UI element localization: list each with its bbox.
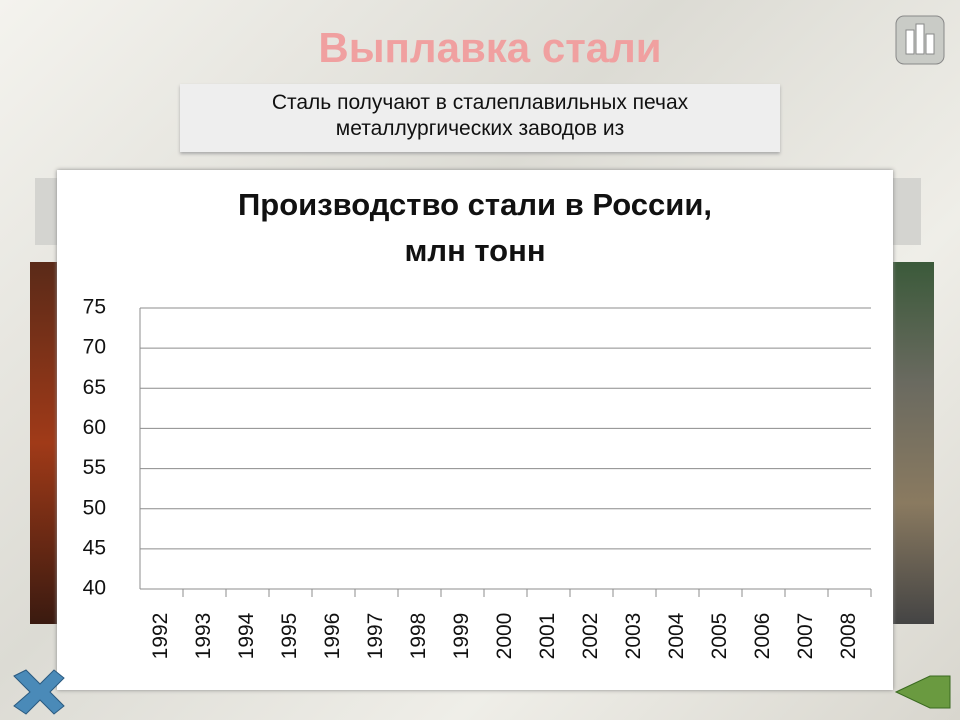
x-tick-label: 1996 (321, 613, 344, 660)
y-tick-label: 65 (83, 376, 106, 399)
y-tick-label: 40 (83, 577, 106, 600)
x-tick-label: 1995 (278, 613, 301, 660)
x-tick-label: 2005 (708, 613, 731, 660)
text-line: Сталь получают в сталеплавильных печах (271, 91, 689, 114)
x-tick-label: 1999 (450, 613, 473, 660)
y-tick-label: 55 (83, 456, 106, 479)
x-tick-label: 1992 (149, 613, 172, 660)
y-tick-label: 75 (83, 296, 106, 319)
text-box: Сталь получают в сталеплавильных печах м… (180, 84, 780, 152)
chart-title: млн тонн (404, 233, 545, 268)
x-tick-label: 2007 (794, 613, 817, 660)
x-tick-label: 2004 (665, 612, 688, 659)
x-tick-label: 2008 (837, 613, 860, 660)
chart-title: Производство стали в России, (238, 187, 712, 222)
y-tick-label: 45 (83, 536, 106, 559)
x-tick-label: 2001 (536, 613, 559, 660)
x-tick-label: 1998 (407, 613, 430, 660)
x-tick-label: 2000 (493, 613, 516, 660)
x-tick-label: 2006 (751, 613, 774, 660)
x-tick-label: 2002 (579, 613, 602, 660)
chart-area (57, 170, 893, 690)
y-tick-label: 70 (83, 336, 106, 359)
y-tick-label: 50 (83, 496, 106, 519)
back-button[interactable] (894, 675, 951, 709)
home-button[interactable] (895, 15, 945, 65)
x-tick-label: 2003 (622, 613, 645, 660)
x-tick-label: 1997 (364, 613, 387, 660)
photo (30, 262, 60, 624)
x-tick-label: 1994 (235, 612, 258, 659)
x-tick-label: 1993 (192, 613, 215, 660)
close-button[interactable] (13, 669, 65, 715)
y-tick-label: 60 (83, 416, 106, 439)
photo (890, 262, 934, 624)
text-line: металлургических заводов из (335, 117, 625, 140)
slide-title: Выплавка стали (318, 24, 662, 71)
